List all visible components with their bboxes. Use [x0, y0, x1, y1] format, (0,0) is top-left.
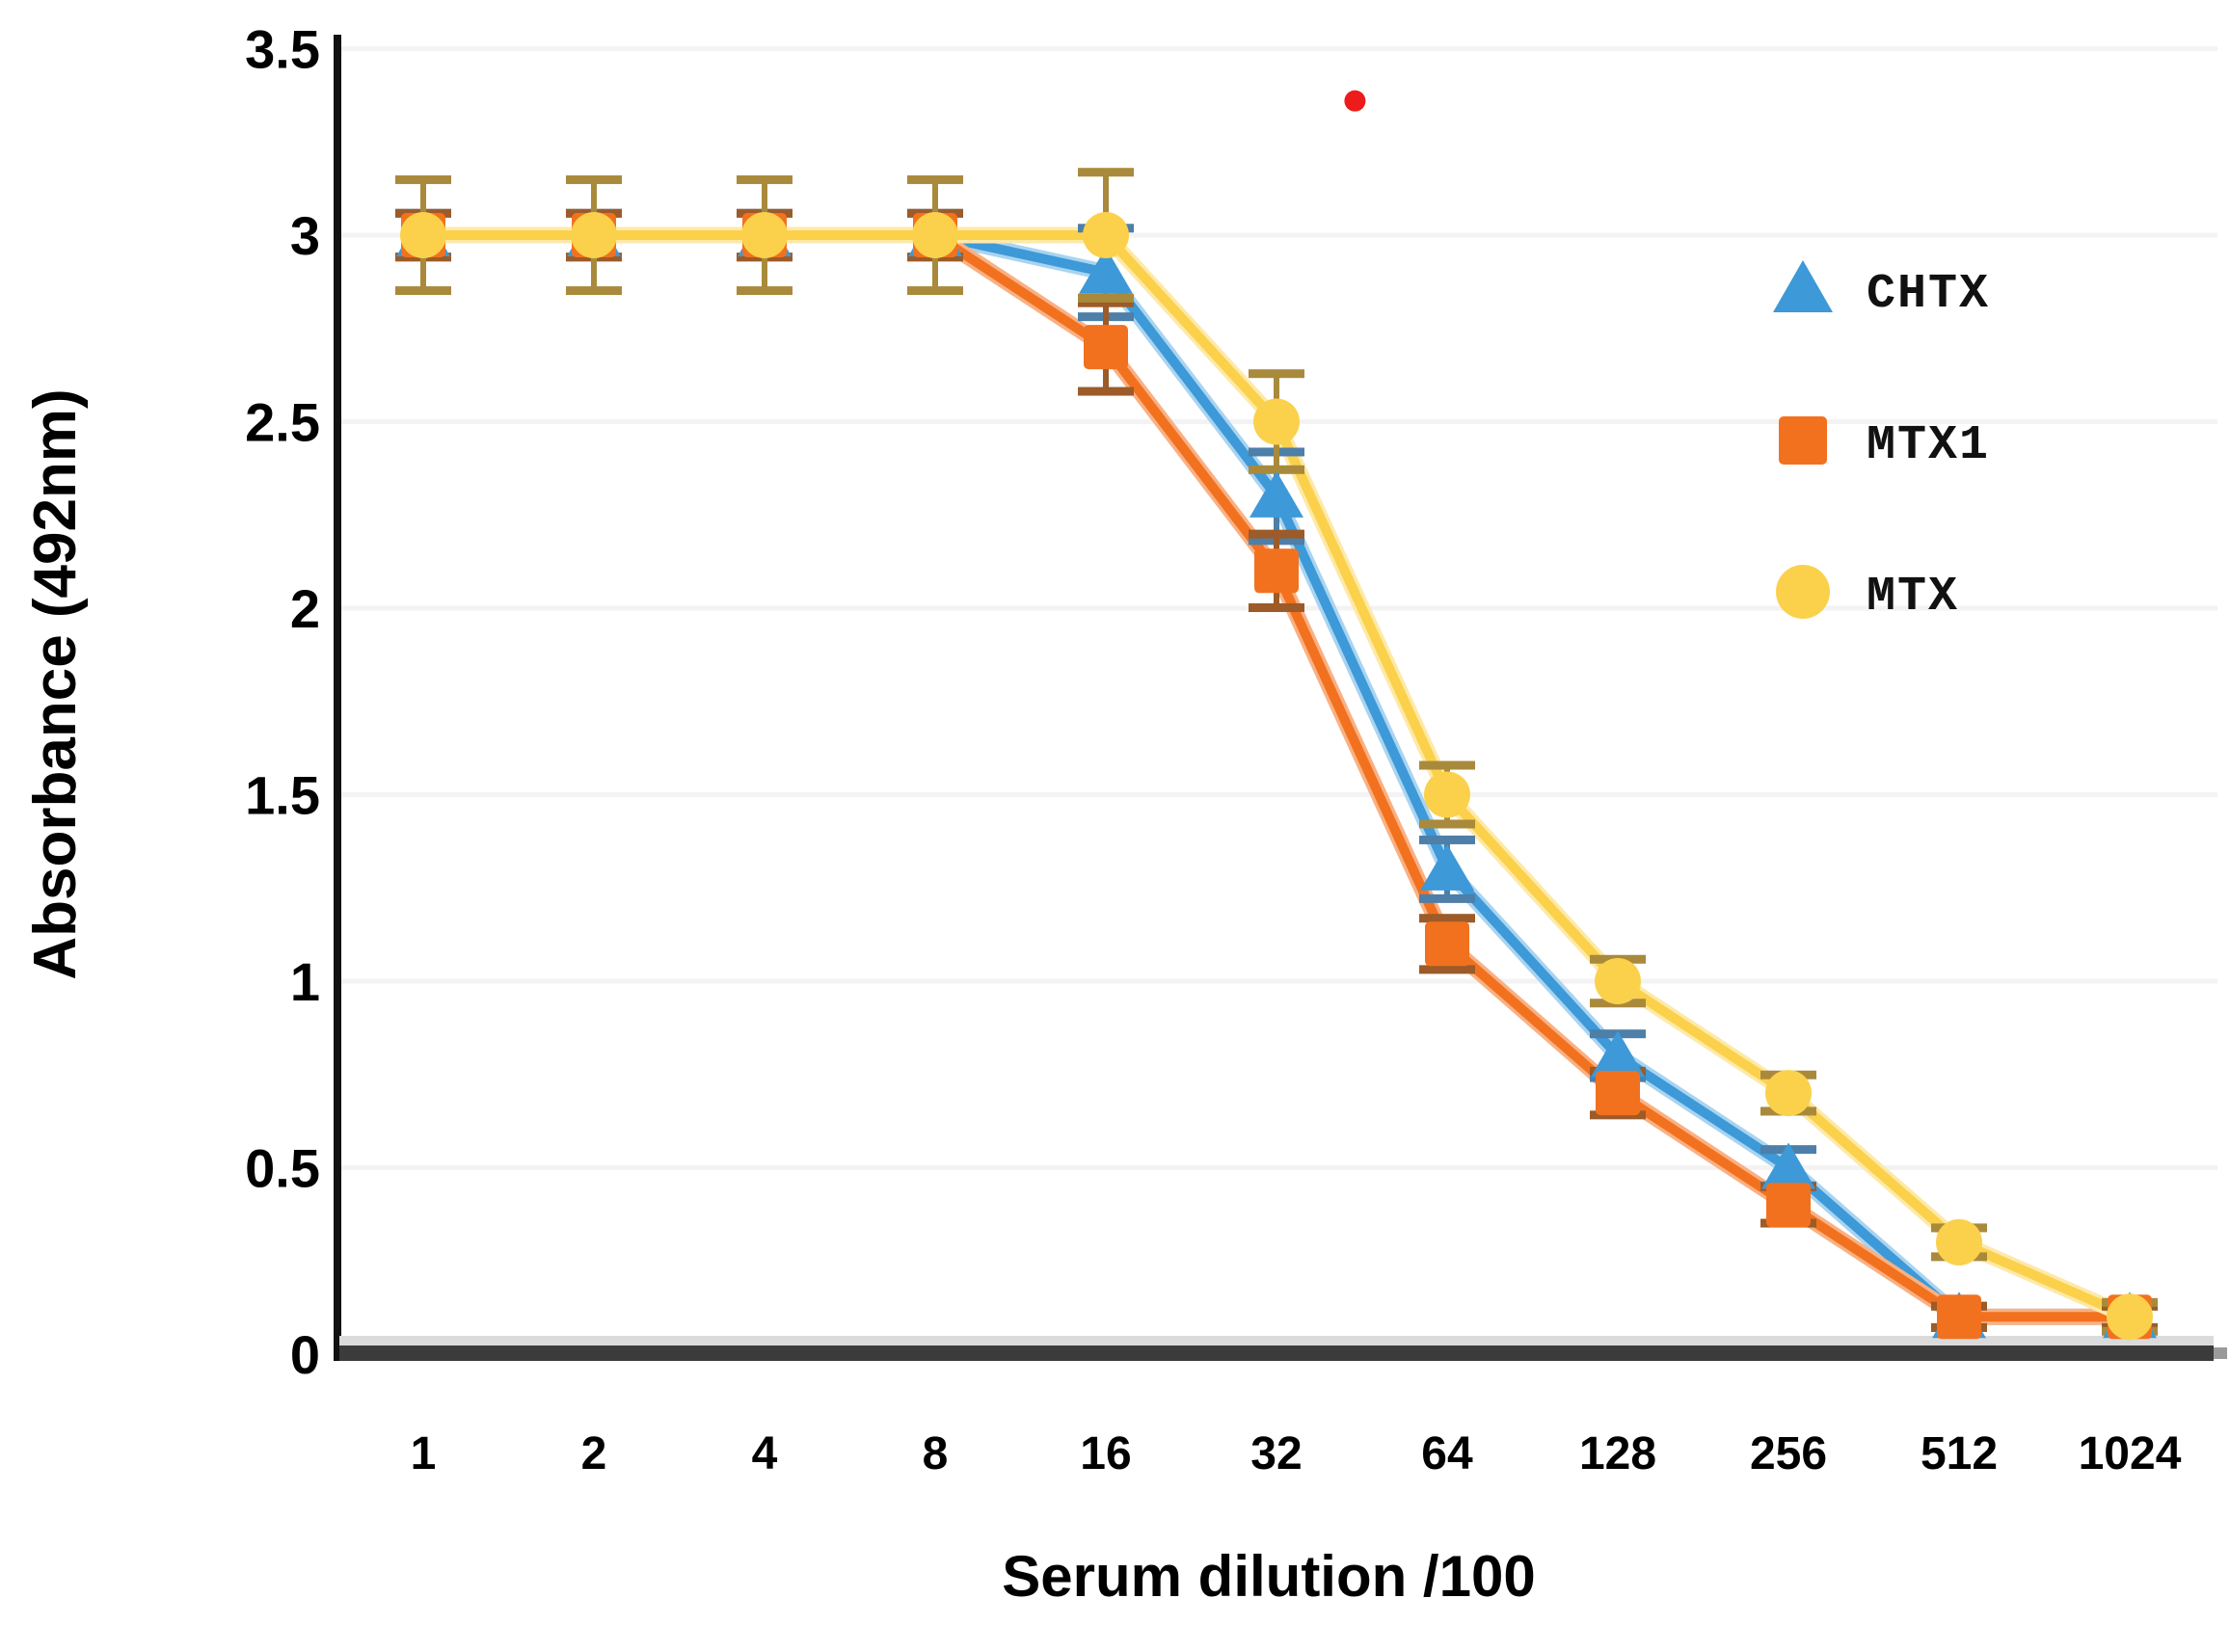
marker-MTX1-256	[1766, 1183, 1811, 1228]
errorbar-MTX-16-cap-bottom	[1078, 293, 1134, 303]
errorbar-MTX-2-cap-bottom	[566, 286, 622, 296]
errorbar-MTX1-64-cap-bottom	[1419, 965, 1475, 974]
marker-MTX-64	[1424, 771, 1470, 818]
x-tick-label-512: 512	[1921, 1428, 1998, 1479]
errorbar-MTX-32-cap-top	[1249, 369, 1304, 379]
x-axis-title: Serum dilution /100	[1002, 1544, 1536, 1609]
errorbar-MTX-4-cap-bottom	[737, 286, 793, 296]
marker-MTX1-512	[1937, 1294, 1981, 1340]
errorbar-CHTX-64-cap-top	[1419, 835, 1475, 844]
marker-CHTX-256	[1761, 1142, 1815, 1189]
marker-MTX-2	[571, 212, 617, 258]
marker-MTX1-64	[1425, 921, 1469, 967]
x-tick-label-8: 8	[923, 1428, 949, 1479]
marker-MTX1-32	[1254, 548, 1299, 594]
marker-MTX-256	[1765, 1070, 1812, 1117]
legend-marker-MTX1	[1779, 416, 1827, 465]
errorbar-MTX-8-cap-top	[907, 174, 963, 184]
errorbar-MTX-64-cap-top	[1419, 760, 1475, 770]
errorbar-MTX1-16-cap-top	[1078, 298, 1134, 307]
y-tick-label-2: 2	[290, 578, 320, 639]
y-tick-label-0: 0	[290, 1324, 320, 1385]
legend-marker-CHTX	[1773, 260, 1833, 312]
y-tick-label-2.5: 2.5	[245, 392, 320, 453]
legend-marker-MTX	[1776, 565, 1830, 619]
y-axis-title: Absorbance (492nm)	[22, 388, 89, 980]
marker-CHTX-32	[1249, 470, 1303, 518]
errorbar-MTX-2-cap-top	[566, 174, 622, 184]
errorbar-MTX-8-cap-bottom	[907, 286, 963, 296]
x-axis-shadow	[2214, 1347, 2227, 1359]
errorbar-MTX-1-cap-top	[395, 174, 451, 184]
errorbar-MTX1-16-cap-bottom	[1078, 386, 1134, 396]
errorbar-MTX1-32-cap-bottom	[1249, 603, 1304, 612]
x-tick-label-128: 128	[1579, 1428, 1656, 1479]
marker-CHTX-128	[1591, 1030, 1645, 1078]
marker-MTX1-128	[1596, 1071, 1640, 1116]
y-tick-label-3: 3	[290, 205, 320, 266]
marker-MTX-512	[1936, 1218, 1982, 1266]
errorbar-MTX-16-cap-top	[1078, 168, 1134, 177]
red-dot-annotation	[1344, 90, 1366, 112]
marker-MTX-128	[1595, 958, 1641, 1004]
marker-MTX-16	[1083, 212, 1129, 258]
errorbar-MTX-64-cap-bottom	[1419, 819, 1475, 829]
y-axis-line	[334, 35, 341, 1361]
errorbar-MTX-1-cap-bottom	[395, 286, 451, 296]
x-tick-label-2: 2	[581, 1428, 607, 1479]
x-tick-label-64: 64	[1421, 1428, 1473, 1479]
errorbar-MTX1-64-cap-top	[1419, 914, 1475, 923]
x-tick-label-1: 1	[411, 1428, 437, 1479]
x-tick-label-16: 16	[1080, 1428, 1131, 1479]
errorbar-MTX-4-cap-top	[737, 174, 793, 184]
marker-MTX1-16	[1084, 325, 1128, 370]
marker-MTX-4	[741, 212, 788, 258]
errorbar-MTX-32-cap-bottom	[1249, 465, 1304, 474]
x-axis-light-edge	[339, 1336, 2214, 1346]
x-tick-label-4: 4	[752, 1428, 778, 1479]
y-tick-label-1: 1	[290, 951, 320, 1012]
legend-label-MTX1: MTX1	[1867, 418, 1990, 473]
marker-MTX-32	[1253, 398, 1300, 445]
marker-MTX-8	[912, 212, 958, 258]
x-tick-label-1024: 1024	[2079, 1428, 2182, 1479]
errorbar-CHTX-64-cap-bottom	[1419, 893, 1475, 903]
legend-label-MTX: MTX	[1867, 570, 1959, 625]
marker-MTX-1	[400, 212, 446, 258]
marker-MTX-1024	[2107, 1293, 2153, 1341]
marker-CHTX-64	[1420, 843, 1474, 891]
errorbar-MTX1-32-cap-top	[1249, 529, 1304, 539]
x-tick-label-32: 32	[1250, 1428, 1302, 1479]
x-axis-line	[339, 1346, 2214, 1361]
y-tick-label-3.5: 3.5	[245, 19, 320, 80]
y-tick-label-0.5: 0.5	[245, 1138, 320, 1199]
x-tick-label-256: 256	[1750, 1428, 1827, 1479]
y-tick-label-1.5: 1.5	[245, 765, 320, 826]
legend-label-CHTX: CHTX	[1867, 267, 1990, 322]
marker-CHTX-16	[1079, 247, 1133, 294]
